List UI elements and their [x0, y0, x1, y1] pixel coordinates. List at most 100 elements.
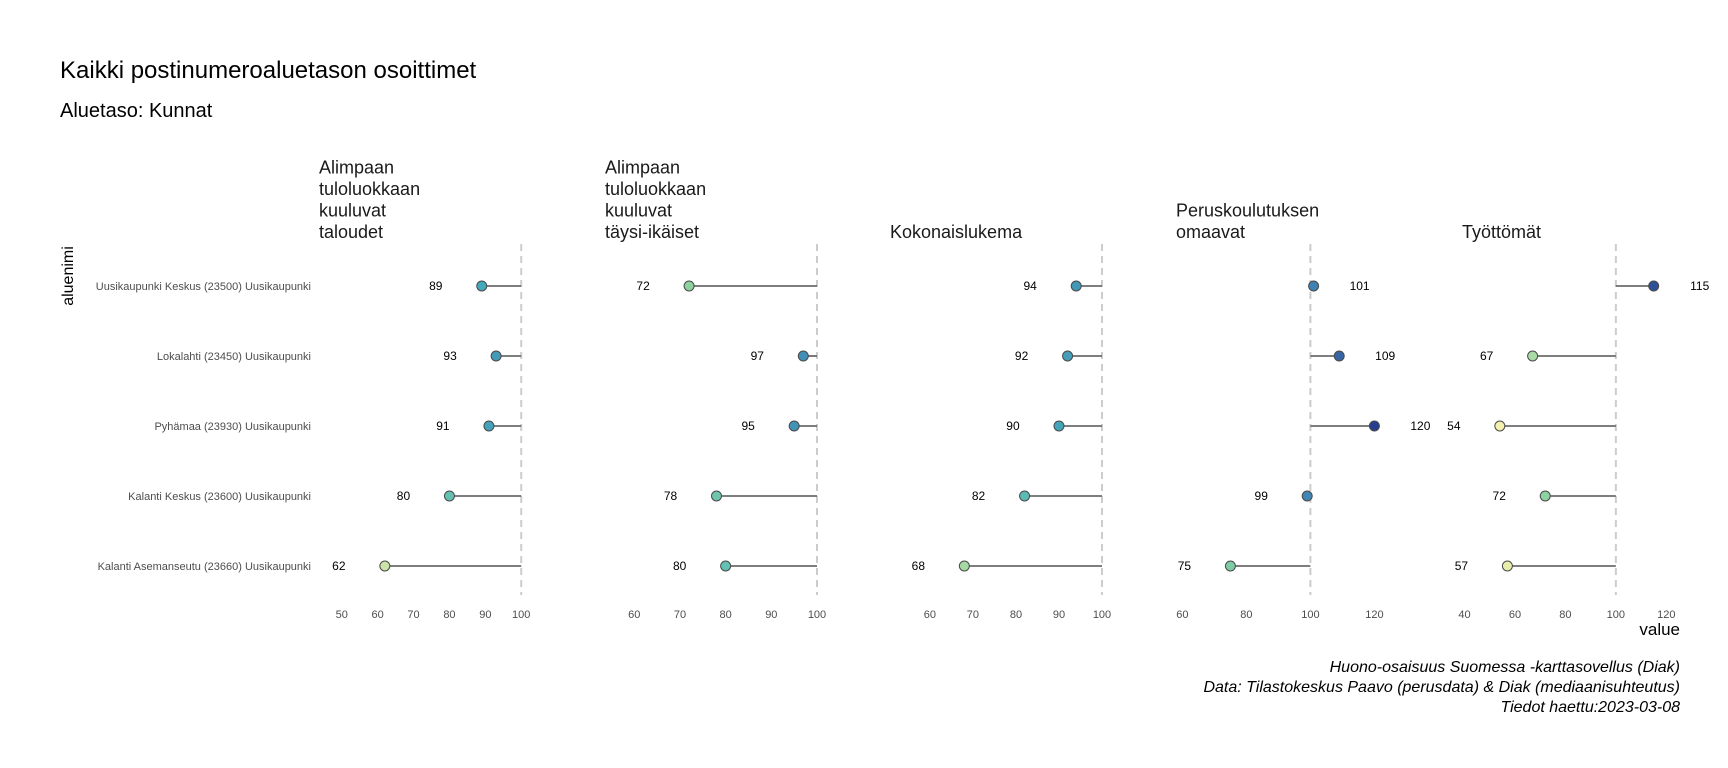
panel: Kokonaislukema 60 70 80 90 100 94 92 90 82 68 [890, 222, 1111, 621]
category-label: Lokalahti (23450) Uusikaupunki [157, 351, 311, 363]
x-tick-label: 80 [1010, 609, 1022, 621]
category-label: Kalanti Asemanseutu (23660) Uusikaupunki [98, 561, 311, 573]
x-tick-label: 70 [674, 609, 686, 621]
x-tick-label: 120 [1657, 609, 1675, 621]
panel-title: kuuluvat [605, 201, 672, 221]
data-point [1368, 420, 1380, 432]
panel-title: taloudet [319, 222, 383, 242]
chart-caption: Huono-osaisuus Suomessa -karttasovellus … [1203, 659, 1680, 716]
data-label: 97 [751, 349, 765, 363]
data-label: 82 [972, 489, 986, 503]
data-label: 109 [1375, 349, 1395, 363]
panel-title: tuloluokkaan [319, 179, 420, 199]
data-label: 92 [1015, 349, 1029, 363]
data-label: 90 [1006, 419, 1020, 433]
data-point [1308, 280, 1320, 292]
data-label: 99 [1255, 489, 1269, 503]
data-point [683, 280, 695, 292]
data-point [958, 560, 970, 572]
data-label: 80 [673, 559, 687, 573]
data-point [1301, 490, 1313, 502]
data-point [483, 420, 495, 432]
data-point [1019, 490, 1031, 502]
data-point [1527, 350, 1539, 362]
y-axis-title: aluenimi [60, 246, 77, 306]
data-point [443, 490, 455, 502]
category-label: Kalanti Keskus (23600) Uusikaupunki [128, 491, 311, 503]
data-label: 94 [1024, 279, 1038, 293]
data-label: 91 [436, 419, 450, 433]
x-tick-label: 100 [1093, 609, 1111, 621]
panel-title: kuuluvat [319, 201, 386, 221]
x-tick-label: 100 [1607, 609, 1625, 621]
x-tick-label: 70 [967, 609, 979, 621]
data-point [1539, 490, 1551, 502]
data-label: 101 [1350, 279, 1370, 293]
data-point [788, 420, 800, 432]
data-label: 68 [912, 559, 926, 573]
data-label: 67 [1480, 349, 1494, 363]
data-point [1062, 350, 1074, 362]
panel-title: Peruskoulutuksen [1176, 201, 1319, 221]
x-tick-label: 60 [1176, 609, 1188, 621]
x-axis-title: value [1639, 620, 1680, 639]
data-point [490, 350, 502, 362]
x-tick-label: 80 [1559, 609, 1571, 621]
data-point [720, 560, 732, 572]
panel-title: omaavat [1176, 222, 1245, 242]
caption-line: Huono-osaisuus Suomessa -karttasovellus … [1330, 659, 1680, 676]
panel-title: täysi-ikäiset [605, 222, 699, 242]
category-labels: Uusikaupunki Keskus (23500) Uusikaupunki… [96, 281, 311, 573]
data-label: 72 [636, 279, 650, 293]
data-point [1053, 420, 1065, 432]
data-point [797, 350, 809, 362]
data-label: 57 [1455, 559, 1469, 573]
chart-title: Kaikki postinumeroaluetason osoittimet [60, 57, 477, 84]
x-tick-label: 120 [1365, 609, 1383, 621]
caption-line: Tiedot haettu:2023-03-08 [1500, 699, 1680, 716]
x-tick-label: 80 [1240, 609, 1252, 621]
panel-title: tuloluokkaan [605, 179, 706, 199]
data-label: 120 [1410, 419, 1430, 433]
x-tick-label: 90 [1053, 609, 1065, 621]
panel-title: Alimpaan [319, 158, 394, 178]
x-tick-label: 100 [512, 609, 530, 621]
x-tick-label: 70 [407, 609, 419, 621]
data-point [1224, 560, 1236, 572]
x-tick-label: 80 [443, 609, 455, 621]
panel: Alimpaantuloluokkaankuuluvattäysi-ikäise… [605, 158, 826, 622]
data-point [711, 490, 722, 502]
data-point [476, 280, 488, 292]
data-label: 78 [664, 489, 678, 503]
data-label: 89 [429, 279, 443, 293]
panel-title: Kokonaislukema [890, 222, 1023, 242]
x-tick-label: 40 [1458, 609, 1470, 621]
data-label: 54 [1447, 419, 1461, 433]
x-tick-label: 60 [628, 609, 640, 621]
x-tick-label: 100 [1301, 609, 1319, 621]
x-tick-label: 80 [720, 609, 732, 621]
x-tick-label: 90 [765, 609, 777, 621]
caption-line: Data: Tilastokeskus Paavo (perusdata) & … [1203, 679, 1680, 696]
x-tick-label: 60 [924, 609, 936, 621]
data-point [1070, 280, 1082, 292]
data-point [1333, 350, 1345, 362]
data-label: 80 [397, 489, 411, 503]
data-point [379, 560, 391, 572]
panel-title: Työttömät [1462, 222, 1541, 242]
data-label: 62 [332, 559, 346, 573]
x-tick-label: 90 [479, 609, 491, 621]
x-tick-label: 100 [808, 609, 826, 621]
data-label: 75 [1178, 559, 1192, 573]
data-label: 93 [443, 349, 457, 363]
x-tick-label: 60 [1509, 609, 1521, 621]
data-point [1494, 420, 1506, 432]
panel: Työttömät 40 60 80 100 120 115 67 54 72 57 [1447, 222, 1709, 621]
data-label: 72 [1493, 489, 1507, 503]
data-label: 95 [741, 419, 755, 433]
x-tick-label: 60 [372, 609, 384, 621]
